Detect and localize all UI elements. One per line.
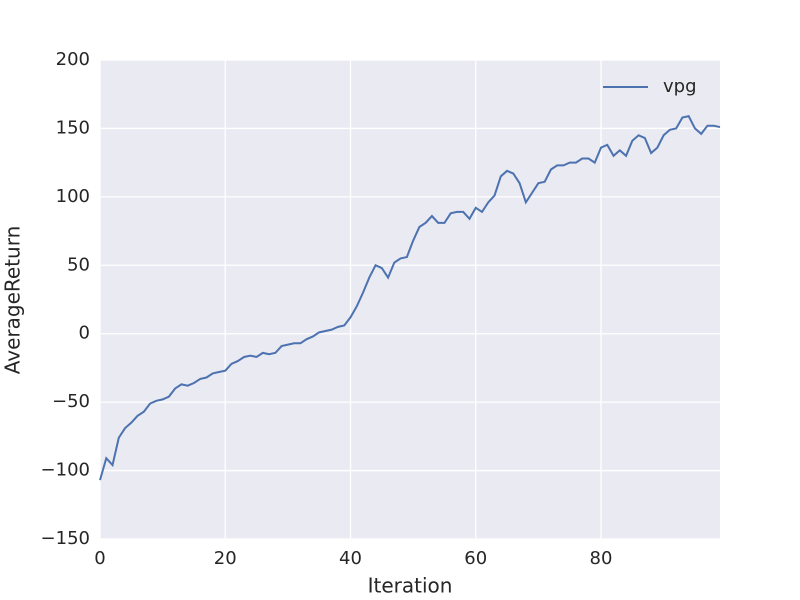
x-axis-label: Iteration: [368, 574, 453, 598]
x-tick-label: 80: [590, 548, 613, 569]
x-tick-label: 60: [464, 548, 487, 569]
y-axis-label: AverageReturn: [1, 226, 25, 375]
y-tick-label: 50: [67, 254, 90, 275]
line: [99, 114, 721, 481]
y-tick-label: −50: [52, 391, 90, 412]
legend-label: vpg: [663, 76, 697, 97]
x-tick-label: 20: [214, 548, 237, 569]
plot-area: [100, 60, 720, 539]
y-tick-label: 100: [56, 186, 90, 207]
y-tick-label: −100: [41, 460, 90, 481]
y-tick-label: −150: [41, 528, 90, 549]
y-tick-label: 0: [79, 323, 90, 344]
x-tick-label: 40: [339, 548, 362, 569]
y-tick-label: 150: [56, 117, 90, 138]
x-tick-label: 0: [94, 548, 105, 569]
y-tick-label: 200: [56, 49, 90, 70]
